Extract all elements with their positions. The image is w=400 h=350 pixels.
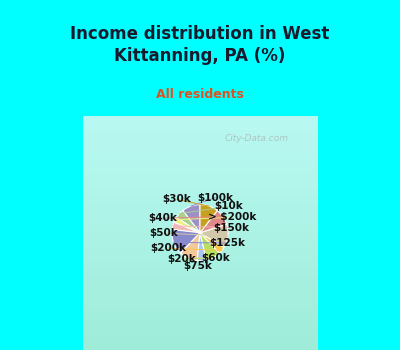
Text: $10k: $10k bbox=[214, 202, 242, 211]
Wedge shape bbox=[200, 205, 217, 233]
Text: $20k: $20k bbox=[167, 254, 196, 265]
Text: $200k: $200k bbox=[150, 243, 186, 253]
Wedge shape bbox=[172, 230, 200, 253]
Text: $30k: $30k bbox=[163, 195, 191, 204]
Wedge shape bbox=[174, 217, 200, 233]
Wedge shape bbox=[200, 233, 224, 253]
Wedge shape bbox=[172, 222, 200, 233]
Text: $60k: $60k bbox=[202, 253, 230, 262]
Wedge shape bbox=[200, 224, 228, 247]
Wedge shape bbox=[197, 233, 206, 261]
Text: All residents: All residents bbox=[156, 88, 244, 101]
Wedge shape bbox=[176, 211, 200, 233]
Text: Income distribution in West
Kittanning, PA (%): Income distribution in West Kittanning, … bbox=[70, 26, 330, 65]
Text: $50k: $50k bbox=[150, 228, 178, 238]
Text: $100k: $100k bbox=[198, 193, 234, 203]
Wedge shape bbox=[200, 211, 227, 233]
Text: > $200k: > $200k bbox=[208, 212, 256, 222]
Text: City-Data.com: City-Data.com bbox=[224, 134, 288, 144]
Text: $75k: $75k bbox=[183, 261, 212, 271]
Wedge shape bbox=[200, 233, 219, 260]
Text: $40k: $40k bbox=[148, 213, 177, 223]
Text: $125k: $125k bbox=[209, 238, 245, 248]
Text: $150k: $150k bbox=[214, 223, 250, 233]
Wedge shape bbox=[183, 205, 200, 233]
Wedge shape bbox=[181, 233, 200, 261]
